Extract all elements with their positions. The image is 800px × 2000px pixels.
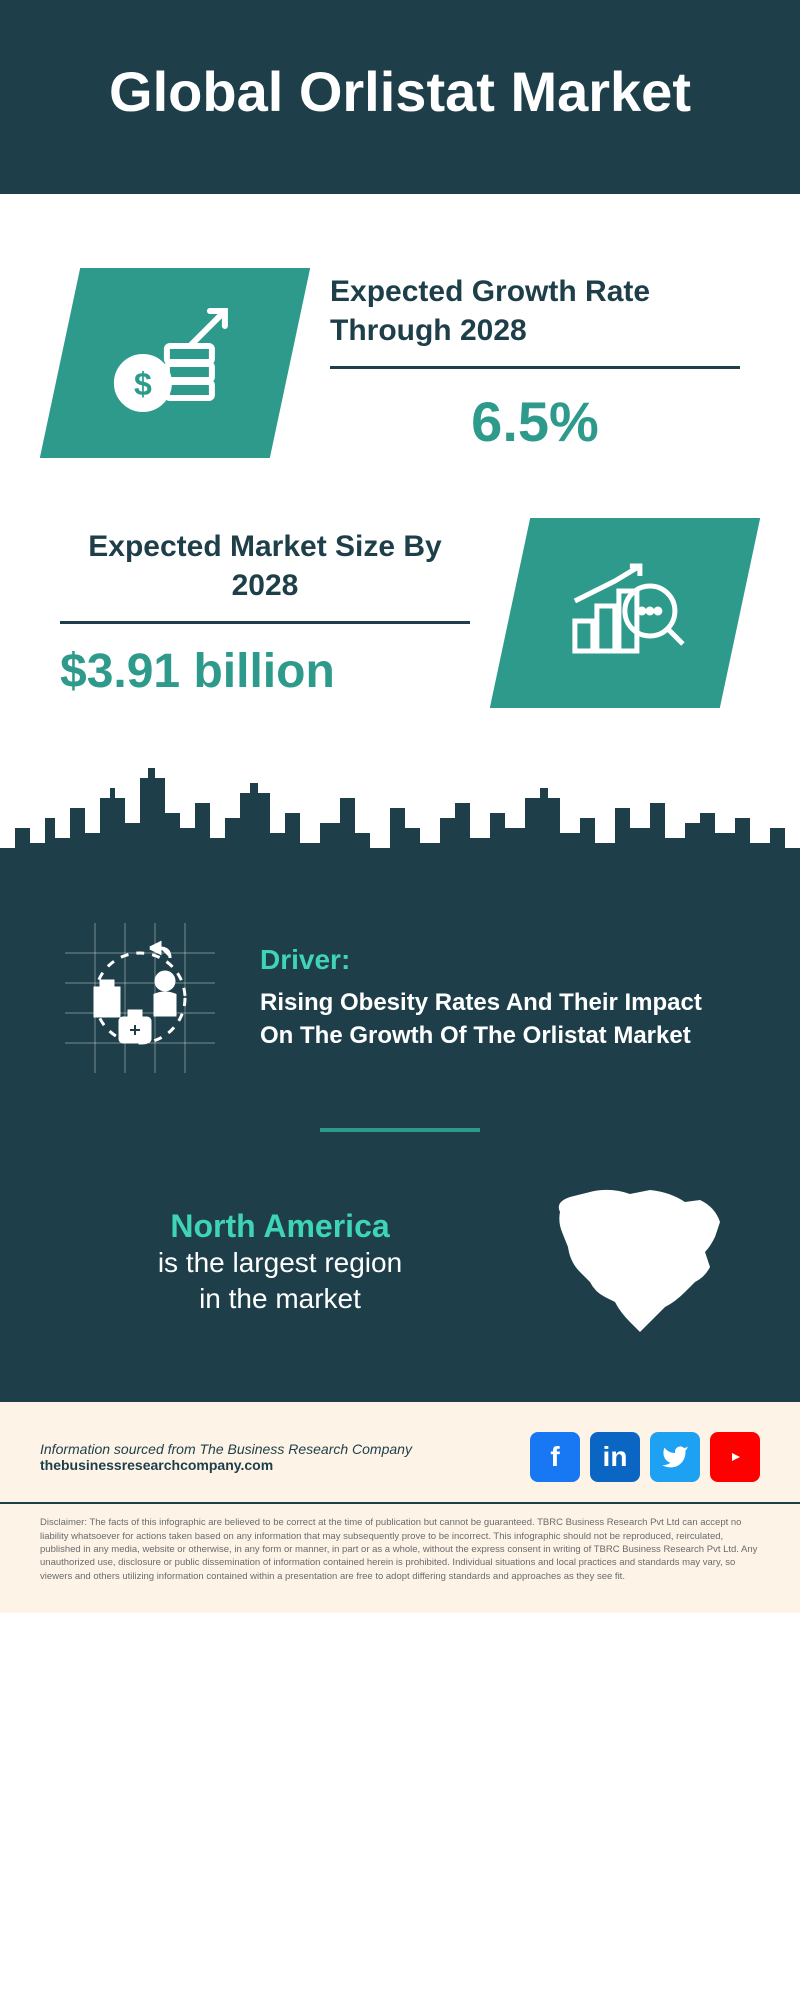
growth-icon-block: $: [40, 268, 310, 458]
region-body-1: is the largest region: [60, 1245, 500, 1281]
driver-row: Driver: Rising Obesity Rates And Their I…: [60, 918, 740, 1078]
driver-body: Rising Obesity Rates And Their Impact On…: [260, 986, 740, 1053]
size-icon-block: [490, 518, 760, 708]
disclaimer: Disclaimer: The facts of this infographi…: [0, 1502, 800, 1612]
svg-text:$: $: [134, 366, 152, 402]
driver-icon: [60, 918, 220, 1078]
region-row: North America is the largest region in t…: [60, 1182, 740, 1342]
north-america-map-icon: [540, 1182, 740, 1342]
region-highlight: North America: [60, 1208, 500, 1245]
driver-label: Driver:: [260, 944, 740, 976]
skyline-graphic: [0, 758, 800, 878]
divider: [330, 366, 740, 369]
region-text: North America is the largest region in t…: [60, 1208, 500, 1318]
size-value: $3.91 billion: [60, 644, 470, 699]
money-growth-icon: $: [105, 301, 245, 426]
linkedin-icon[interactable]: in: [590, 1432, 640, 1482]
growth-section: $ Expected Growth Rate Through 2028 6.5%: [0, 218, 800, 488]
social-icons: f in: [530, 1432, 760, 1482]
size-stat: Expected Market Size By 2028 $3.91 billi…: [60, 527, 470, 699]
market-size-section: Expected Market Size By 2028 $3.91 billi…: [0, 488, 800, 758]
spacer: [0, 194, 800, 218]
source-url: thebusinessresearchcompany.com: [40, 1457, 273, 1473]
driver-text: Driver: Rising Obesity Rates And Their I…: [260, 944, 740, 1053]
teal-divider: [320, 1128, 480, 1132]
growth-value: 6.5%: [330, 389, 740, 454]
footer: Information sourced from The Business Re…: [0, 1402, 800, 1502]
region-body-2: in the market: [60, 1281, 500, 1317]
facebook-icon[interactable]: f: [530, 1432, 580, 1482]
growth-stat: Expected Growth Rate Through 2028 6.5%: [330, 272, 740, 454]
twitter-icon[interactable]: [650, 1432, 700, 1482]
header-banner: Global Orlistat Market: [0, 0, 800, 194]
divider: [60, 621, 470, 624]
growth-label: Expected Growth Rate Through 2028: [330, 272, 740, 350]
size-label: Expected Market Size By 2028: [60, 527, 470, 605]
footer-source: Information sourced from The Business Re…: [40, 1441, 412, 1473]
dark-section: Driver: Rising Obesity Rates And Their I…: [0, 878, 800, 1402]
analytics-icon: [555, 551, 695, 676]
page-title: Global Orlistat Market: [40, 60, 760, 124]
youtube-icon[interactable]: [710, 1432, 760, 1482]
source-line: Information sourced from The Business Re…: [40, 1441, 412, 1457]
